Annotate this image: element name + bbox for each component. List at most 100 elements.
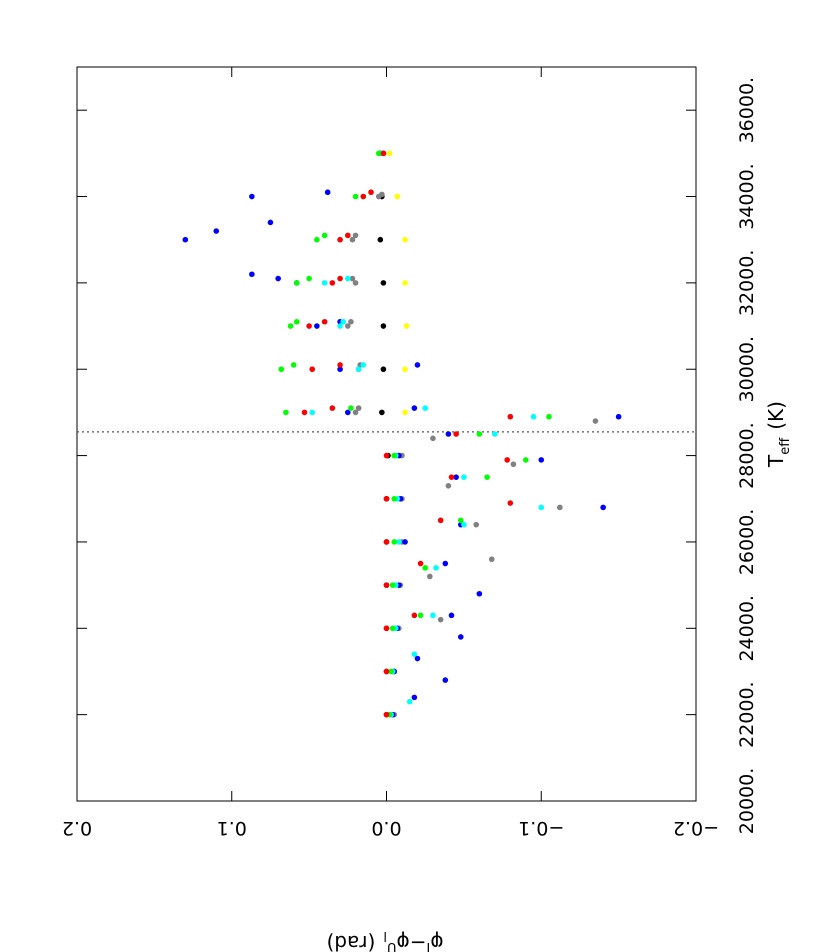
data-point bbox=[321, 232, 328, 239]
data-point bbox=[380, 323, 387, 329]
x-tick-label: 34000. bbox=[736, 163, 758, 229]
data-point bbox=[368, 189, 374, 196]
data-point bbox=[360, 362, 367, 368]
data-point bbox=[504, 457, 511, 463]
data-point bbox=[345, 323, 351, 329]
data-point bbox=[287, 323, 294, 329]
data-point bbox=[349, 275, 356, 282]
data-point bbox=[484, 474, 490, 480]
data-point bbox=[414, 655, 421, 662]
data-point bbox=[360, 193, 367, 200]
data-point bbox=[324, 189, 331, 196]
data-point bbox=[306, 323, 312, 329]
data-point bbox=[615, 413, 622, 420]
data-point bbox=[507, 413, 514, 420]
data-point bbox=[275, 275, 281, 282]
svg-text:φI−φUl(rad): φI−φUl (rad) bbox=[327, 928, 444, 952]
data-point bbox=[430, 435, 436, 442]
data-point bbox=[592, 418, 599, 424]
data-point bbox=[321, 318, 328, 325]
data-point bbox=[355, 405, 362, 411]
data-point bbox=[457, 517, 464, 524]
data-point bbox=[411, 612, 418, 619]
data-point bbox=[249, 271, 255, 278]
data-point bbox=[267, 219, 274, 226]
data-point bbox=[442, 560, 449, 567]
x-tick-label: 26000. bbox=[736, 509, 758, 575]
data-point bbox=[337, 362, 343, 368]
x-axis-title-main: T bbox=[764, 454, 788, 468]
data-point bbox=[488, 556, 495, 563]
data-point bbox=[379, 191, 385, 198]
data-point bbox=[345, 232, 351, 239]
y-axis-title-sup1: I bbox=[426, 939, 430, 952]
data-point bbox=[379, 409, 385, 416]
x-tick-label: 32000. bbox=[736, 250, 758, 316]
y-tick-label: −0.1 bbox=[518, 817, 564, 839]
data-point bbox=[293, 318, 300, 325]
data-point bbox=[314, 236, 320, 243]
data-point bbox=[417, 560, 424, 567]
y-tick-label: 0.0 bbox=[371, 817, 401, 839]
data-point bbox=[391, 495, 398, 502]
data-point bbox=[600, 504, 606, 511]
data-point bbox=[314, 323, 320, 329]
data-point bbox=[476, 431, 483, 437]
data-point bbox=[394, 193, 401, 200]
data-point bbox=[309, 409, 316, 416]
data-point bbox=[406, 698, 413, 705]
data-point bbox=[422, 565, 428, 571]
data-point bbox=[375, 150, 382, 157]
data-point bbox=[386, 150, 393, 157]
data-point bbox=[337, 323, 343, 329]
y-tick-labels: 0.2 0.1 0.0 −0.1 −0.2 bbox=[62, 817, 719, 839]
data-point bbox=[522, 457, 529, 463]
data-point bbox=[453, 474, 459, 480]
data-point bbox=[389, 582, 396, 588]
data-point bbox=[290, 362, 297, 368]
x-tick-label: 36000. bbox=[736, 77, 758, 143]
data-point bbox=[380, 150, 387, 157]
data-point bbox=[530, 413, 537, 420]
data-point bbox=[383, 582, 390, 588]
data-point bbox=[437, 517, 444, 524]
data-point bbox=[352, 409, 359, 416]
data-point bbox=[402, 236, 408, 243]
data-point bbox=[411, 694, 418, 701]
data-point bbox=[538, 504, 545, 511]
data-point bbox=[383, 625, 390, 632]
y-axis-title-sub: l bbox=[383, 928, 387, 943]
y-tick-marks bbox=[76, 67, 697, 801]
data-point bbox=[492, 431, 498, 437]
data-point bbox=[309, 366, 316, 373]
data-point bbox=[383, 495, 390, 502]
data-point bbox=[453, 431, 459, 437]
data-point bbox=[402, 280, 408, 286]
x-tick-label: 22000. bbox=[736, 681, 758, 747]
data-point bbox=[249, 193, 255, 200]
x-tick-label: 30000. bbox=[736, 336, 758, 402]
y-tick-label: 0.2 bbox=[62, 817, 92, 839]
data-point bbox=[427, 573, 433, 580]
data-point bbox=[329, 405, 336, 411]
data-point bbox=[433, 565, 439, 571]
data-point bbox=[396, 539, 402, 545]
data-point bbox=[403, 323, 410, 329]
data-point bbox=[448, 612, 455, 619]
data-point bbox=[402, 409, 408, 416]
data-point bbox=[538, 457, 545, 463]
data-point bbox=[388, 668, 394, 675]
x-tick-label: 24000. bbox=[736, 595, 758, 661]
data-point bbox=[445, 431, 452, 437]
data-point bbox=[345, 409, 351, 416]
data-point bbox=[417, 612, 424, 619]
x-tick-marks bbox=[77, 109, 696, 802]
data-point bbox=[352, 280, 359, 286]
data-point bbox=[383, 452, 390, 459]
data-point bbox=[402, 366, 408, 373]
y-tick-label: 0.1 bbox=[217, 817, 247, 839]
y-axis-title-phi1: φ bbox=[430, 931, 443, 952]
data-point bbox=[380, 280, 387, 286]
data-point bbox=[340, 318, 346, 325]
